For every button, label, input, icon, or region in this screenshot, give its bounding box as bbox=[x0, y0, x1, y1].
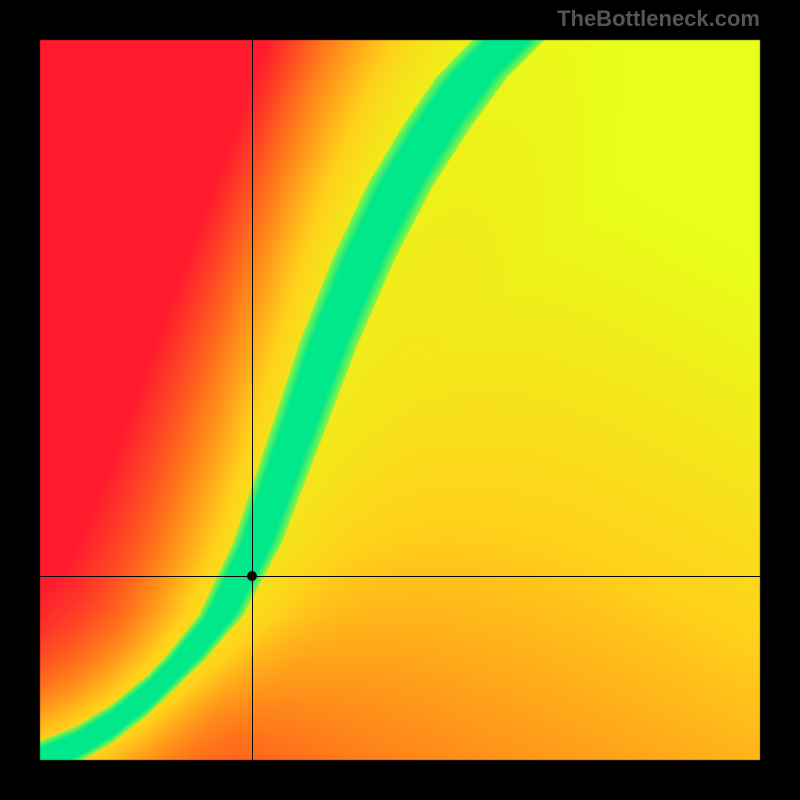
crosshair-horizontal bbox=[40, 576, 760, 577]
bottleneck-heatmap bbox=[0, 0, 800, 800]
crosshair-dot bbox=[247, 571, 257, 581]
crosshair-vertical bbox=[252, 40, 253, 760]
watermark-text: TheBottleneck.com bbox=[557, 6, 760, 32]
